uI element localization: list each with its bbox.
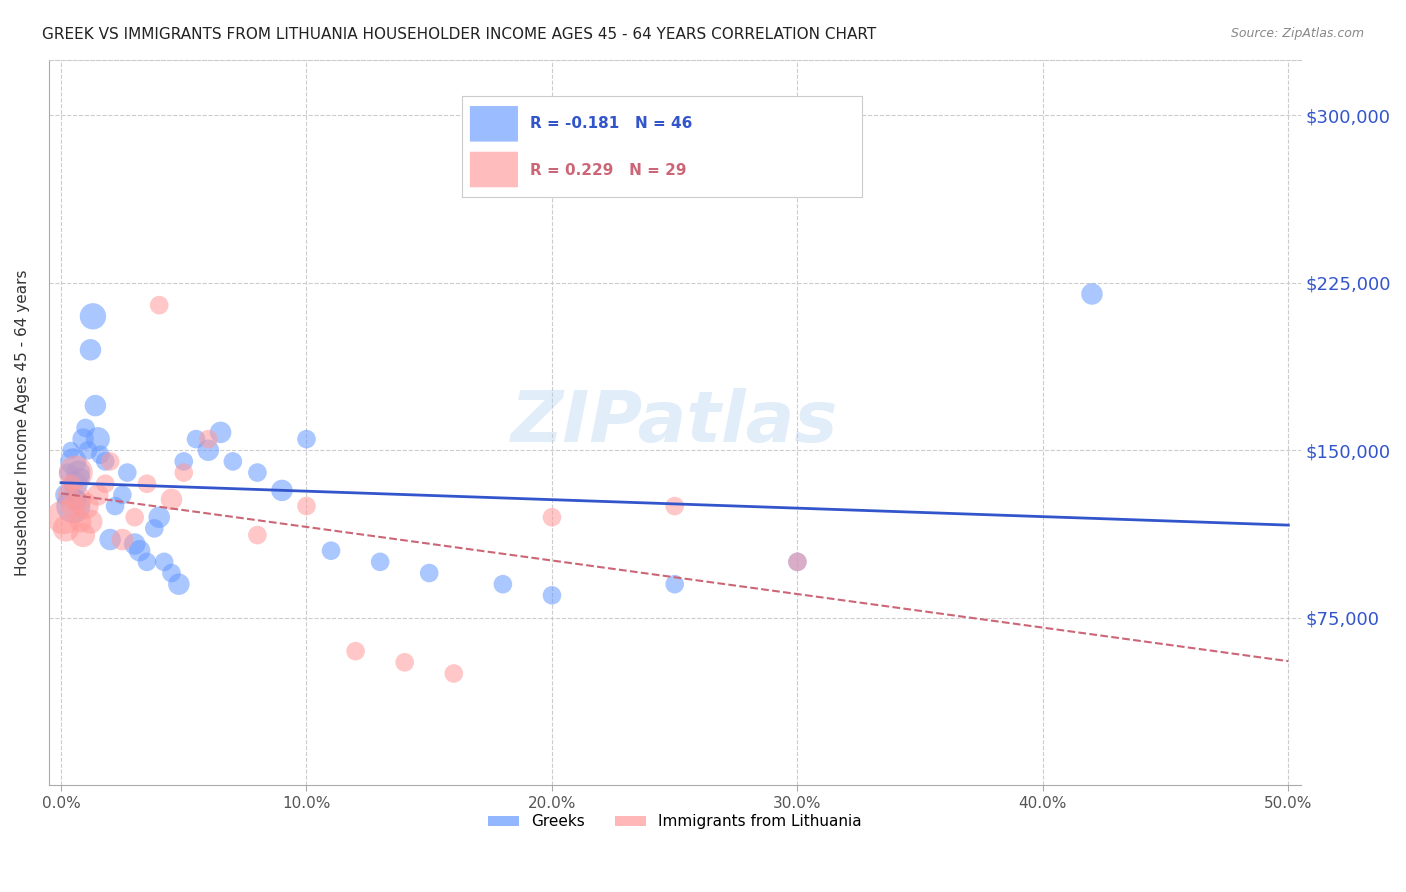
Point [664,577,686,591]
Point [344,644,367,658]
Point [541,510,564,524]
Text: GREEK VS IMMIGRANTS FROM LITHUANIA HOUSEHOLDER INCOME AGES 45 - 64 YEARS CORRELA: GREEK VS IMMIGRANTS FROM LITHUANIA HOUSE… [42,27,876,42]
Point [111,533,134,547]
Text: Source: ZipAtlas.com: Source: ZipAtlas.com [1230,27,1364,40]
Point [368,555,391,569]
Point [65,492,87,507]
Point [128,543,150,558]
Point [143,521,166,535]
Point [104,499,127,513]
Point [160,492,183,507]
Point [62,499,84,513]
Point [84,399,107,413]
Point [319,543,342,558]
Point [197,432,219,446]
Point [62,454,84,468]
Point [65,476,87,491]
Point [148,510,170,524]
Y-axis label: Householder Income Ages 45 - 64 years: Householder Income Ages 45 - 64 years [15,269,30,575]
Point [98,533,121,547]
Point [295,499,318,513]
Point [62,499,84,513]
Point [72,528,94,542]
Point [111,488,134,502]
Point [124,537,146,551]
Point [69,470,91,484]
Point [82,310,104,324]
Point [117,466,139,480]
Point [167,577,190,591]
Point [136,555,159,569]
Point [1081,287,1104,301]
Point [69,515,91,529]
Point [184,432,207,446]
Point [98,454,121,468]
Point [541,588,564,602]
Point [246,466,269,480]
Point [209,425,232,440]
Point [394,656,416,670]
Point [67,466,90,480]
Point [58,466,80,480]
Point [124,510,146,524]
Point [55,488,77,502]
Point [59,443,82,458]
Point [246,528,269,542]
Point [94,476,117,491]
Point [58,488,80,502]
Point [87,488,110,502]
Point [75,499,97,513]
Point [271,483,294,498]
Point [786,555,808,569]
Point [153,555,176,569]
Point [786,555,808,569]
Point [148,298,170,312]
Point [52,510,75,524]
Point [197,443,219,458]
Point [72,432,94,446]
Point [160,566,183,580]
Point [136,476,159,491]
Point [79,515,101,529]
Point [443,666,465,681]
Point [173,466,195,480]
Point [492,577,515,591]
Point [89,448,111,462]
Point [75,421,97,435]
Text: ZIPatlas: ZIPatlas [510,388,838,457]
Point [55,521,77,535]
Point [418,566,440,580]
Point [65,466,87,480]
Point [79,343,101,357]
Point [222,454,245,468]
Point [67,492,90,507]
Point [94,454,117,468]
Point [173,454,195,468]
Legend: Greeks, Immigrants from Lithuania: Greeks, Immigrants from Lithuania [482,808,868,836]
Point [664,499,686,513]
Point [59,476,82,491]
Point [87,432,110,446]
Point [295,432,318,446]
Point [77,443,100,458]
